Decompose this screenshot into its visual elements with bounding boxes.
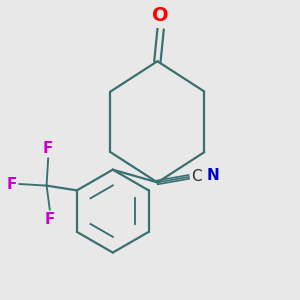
Text: F: F xyxy=(43,141,53,156)
Text: F: F xyxy=(7,176,17,191)
Text: O: O xyxy=(152,6,169,25)
Text: F: F xyxy=(45,212,55,227)
Text: C: C xyxy=(191,169,202,184)
Text: N: N xyxy=(206,168,219,183)
